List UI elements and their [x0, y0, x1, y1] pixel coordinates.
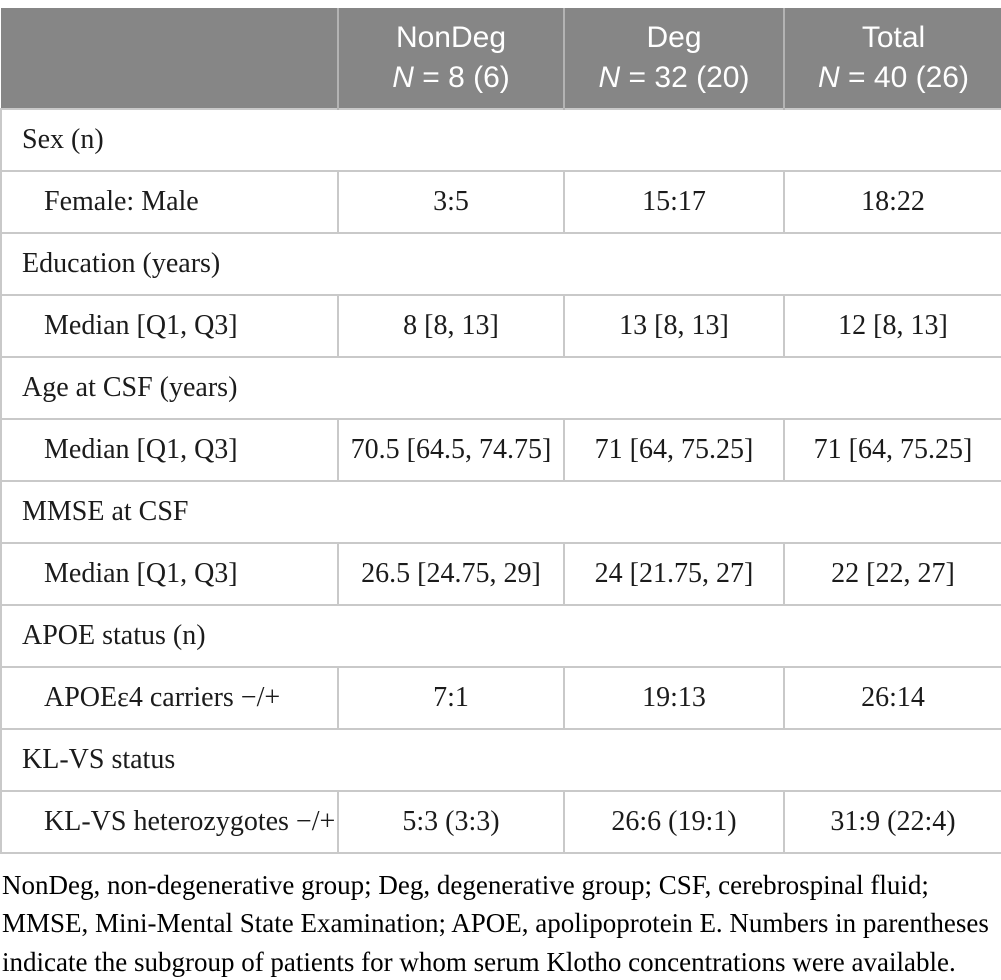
row-label: KL-VS heterozygotes −/+ — [0, 790, 339, 854]
value-cell: 5:3 (3:3) — [337, 790, 565, 854]
value-cell: 26.5 [24.75, 29] — [337, 542, 565, 606]
row-label: Median [Q1, Q3] — [0, 542, 339, 606]
value-cell: 8 [8, 13] — [337, 294, 565, 358]
value-cell: 22 [22, 27] — [783, 542, 1001, 606]
header-row: NonDeg N = 8 (6) Deg N = 32 (20) Total N = 40… — [1, 8, 1001, 109]
demographics-table: NonDeg N = 8 (6) Deg N = 32 (20) Total N = 40… — [0, 8, 1001, 854]
column-name: NonDeg — [395, 21, 507, 55]
column-header: NonDeg N = 8 (6) — [337, 8, 564, 109]
section-header: Sex (n) — [0, 108, 1001, 172]
column-header: Total N = 40 (26) — [783, 8, 1001, 109]
section-header: MMSE at CSF — [0, 480, 1001, 544]
value-cell: 18:22 — [783, 170, 1001, 234]
value-cell: 71 [64, 75.25] — [783, 418, 1001, 482]
section-header: Education (years) — [0, 232, 1001, 296]
column-n-count: N = 40 (26) — [818, 61, 969, 94]
section-header: APOE status (n) — [0, 604, 1001, 668]
value-cell: 7:1 — [337, 666, 565, 730]
value-cell: 71 [64, 75.25] — [563, 418, 785, 482]
row-label: Median [Q1, Q3] — [0, 418, 339, 482]
table-header: NonDeg N = 8 (6) Deg N = 32 (20) Total N = 40… — [1, 8, 1001, 109]
table-footnote: NonDeg, non-degenerative group; Deg, deg… — [2, 870, 989, 977]
row-label: Female: Male — [0, 170, 339, 234]
value-cell: 70.5 [64.5, 74.75] — [337, 418, 565, 482]
section-row: APOE status (n) — [0, 604, 1001, 668]
row-label: APOEε4 carriers −/+ — [0, 666, 339, 730]
section-header: KL-VS status — [0, 728, 1001, 792]
table-row: Median [Q1, Q3] 8 [8, 13] 13 [8, 13] 12 [8,… — [0, 294, 1001, 358]
column-name: Deg — [646, 21, 702, 55]
column-header: Deg N = 32 (20) — [563, 8, 784, 109]
value-cell: 31:9 (22:4) — [783, 790, 1001, 854]
table-row: APOEε4 carriers −/+ 7:1 19:13 26:14 — [0, 666, 1001, 730]
table-row: Median [Q1, Q3] 70.5 [64.5, 74.75] 71 [64,… — [0, 418, 1001, 482]
section-row: Education (years) — [0, 232, 1001, 296]
column-n-count: N = 8 (6) — [392, 61, 510, 94]
row-label: Median [Q1, Q3] — [0, 294, 339, 358]
table-body: Sex (n) Female: Male 3:5 15:17 18:22 Educatio… — [0, 108, 1001, 854]
corner-cell — [1, 8, 338, 109]
value-cell: 13 [8, 13] — [563, 294, 785, 358]
value-cell: 3:5 — [337, 170, 565, 234]
value-cell: 15:17 — [563, 170, 785, 234]
section-row: Sex (n) — [0, 108, 1001, 172]
section-row: KL-VS status — [0, 728, 1001, 792]
value-cell: 12 [8, 13] — [783, 294, 1001, 358]
value-cell: 19:13 — [563, 666, 785, 730]
value-cell: 26:14 — [783, 666, 1001, 730]
table-row: Median [Q1, Q3] 26.5 [24.75, 29] 24 [21.75… — [0, 542, 1001, 606]
value-cell: 24 [21.75, 27] — [563, 542, 785, 606]
section-row: MMSE at CSF — [0, 480, 1001, 544]
section-header: Age at CSF (years) — [0, 356, 1001, 420]
column-n-count: N = 32 (20) — [598, 61, 750, 94]
value-cell: 26:6 (19:1) — [563, 790, 785, 854]
table-row: KL-VS heterozygotes −/+ 5:3 (3:3) 26:6 (19… — [0, 790, 1001, 854]
column-name: Total — [861, 21, 926, 55]
section-row: Age at CSF (years) — [0, 356, 1001, 420]
table-row: Female: Male 3:5 15:17 18:22 — [0, 170, 1001, 234]
